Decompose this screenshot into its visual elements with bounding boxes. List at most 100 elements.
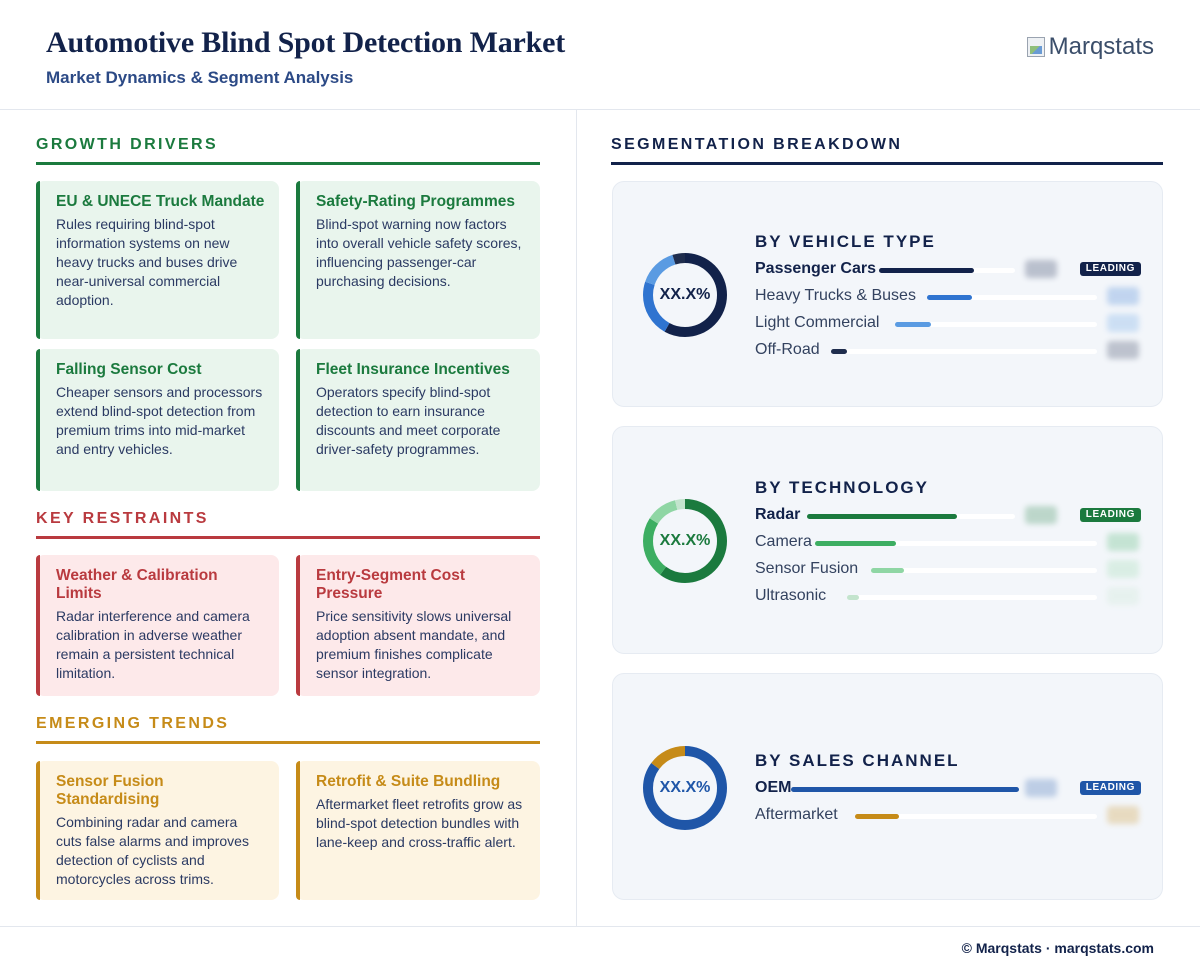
trend-card-title: Retrofit & Suite Bundling: [316, 773, 501, 790]
segment-title: BY SALES CHANNEL: [755, 751, 960, 770]
donut-slice-heavy-trucks-buses: [643, 253, 727, 337]
column-divider: [576, 110, 577, 926]
segment-bar-fill: [895, 322, 931, 327]
segment-value-blurred: [1107, 587, 1139, 605]
driver-card-title: EU & UNECE Truck Mandate: [56, 193, 265, 210]
driver-card-title: Fleet Insurance Incentives: [316, 361, 510, 378]
emerging-trends-heading: EMERGING TRENDS: [36, 715, 230, 732]
restraint-card-title: Entry-Segment Cost Pressure: [316, 567, 465, 602]
restraint-card-title: Weather & Calibration Limits: [56, 567, 218, 602]
segment-row: Off-Road: [755, 340, 1141, 362]
segment-value-blurred: [1107, 314, 1139, 332]
driver-card-text: Rules requiring blind-spot information s…: [56, 216, 238, 308]
logo-text: Marqstats: [1048, 33, 1154, 60]
segment-bar-fill: [847, 595, 859, 600]
segment-name: Aftermarket: [755, 806, 838, 823]
driver-card: Fleet Insurance Incentives Operators spe…: [296, 349, 540, 491]
segment-bar-fill: [831, 349, 847, 354]
segment-bar-fill: [855, 814, 899, 819]
segment-row: OEM LEADING: [755, 778, 1141, 800]
segment-value-blurred: [1025, 779, 1057, 797]
driver-card-text: Blind-spot warning now factors into over…: [316, 216, 522, 289]
segment-row: Passenger Cars LEADING: [755, 259, 1141, 281]
growth-drivers-rule: [36, 162, 540, 165]
segment-row: Ultrasonic: [755, 586, 1141, 608]
driver-card: Falling Sensor Cost Cheaper sensors and …: [36, 349, 279, 491]
segment-value-blurred: [1107, 287, 1139, 305]
header: Automotive Blind Spot Detection Market M…: [0, 0, 1200, 110]
segment-name: Off-Road: [755, 341, 820, 358]
segment-value-blurred: [1025, 506, 1057, 524]
trend-card-text: Aftermarket fleet retrofits grow as blin…: [316, 796, 523, 850]
segment-bar-fill: [879, 268, 974, 273]
segment-value-blurred: [1025, 260, 1057, 278]
driver-card: Safety-Rating Programmes Blind-spot warn…: [296, 181, 540, 339]
driver-card-title: Falling Sensor Cost: [56, 361, 202, 378]
trend-card: Retrofit & Suite Bundling Aftermarket fl…: [296, 761, 540, 900]
leading-badge: LEADING: [1079, 508, 1141, 522]
driver-card-text: Operators specify blind-spot detection t…: [316, 384, 501, 457]
key-restraints-heading: KEY RESTRAINTS: [36, 510, 209, 527]
segment-value-blurred: [1107, 341, 1139, 359]
trend-card: Sensor Fusion Standardising Combining ra…: [36, 761, 279, 900]
footer: © Marqstats · marqstats.com: [0, 926, 1200, 971]
segment-row: Heavy Trucks & Buses: [755, 286, 1141, 308]
donut-chart: XX.X%: [641, 251, 729, 339]
segment-bar-track: [871, 568, 1097, 573]
segment-name: OEM: [755, 779, 792, 796]
segment-bar-fill: [815, 541, 896, 546]
segment-card-by-sales-channel: XX.X% BY SALES CHANNEL OEM LEADING Aftermark…: [612, 673, 1163, 900]
leading-badge: LEADING: [1079, 262, 1141, 276]
segment-row: Camera: [755, 532, 1141, 554]
segment-value-blurred: [1107, 806, 1139, 824]
segment-bar-track: [855, 814, 1097, 819]
segment-row: Sensor Fusion: [755, 559, 1141, 581]
segment-bar-fill: [791, 787, 1019, 792]
segment-bar-fill: [807, 514, 957, 519]
segment-name: Heavy Trucks & Buses: [755, 287, 916, 304]
segment-value-blurred: [1107, 533, 1139, 551]
donut-center-label: XX.X%: [659, 286, 711, 303]
emerging-trends-rule: [36, 741, 540, 744]
logo[interactable]: Marqstats: [1026, 33, 1154, 61]
restraint-card-text: Price sensitivity slows universal adopti…: [316, 608, 512, 681]
driver-card-text: Cheaper sensors and processors extend bl…: [56, 384, 263, 457]
segment-bar-track: [815, 541, 1097, 546]
trend-card-text: Combining radar and camera cuts false al…: [56, 814, 249, 887]
segment-bar-track: [927, 295, 1097, 300]
segment-row: Radar LEADING: [755, 505, 1141, 527]
segment-name: Camera: [755, 533, 812, 550]
donut-slice-off-road: [643, 253, 727, 337]
restraint-card: Weather & Calibration Limits Radar inter…: [36, 555, 279, 696]
trend-card-title: Sensor Fusion Standardising: [56, 773, 164, 808]
segment-bar-track: [807, 514, 1015, 519]
segment-name: Light Commercial: [755, 314, 880, 331]
segment-title: BY VEHICLE TYPE: [755, 232, 936, 251]
page-subtitle: Market Dynamics & Segment Analysis: [46, 68, 354, 87]
segment-bar-track: [879, 268, 1015, 273]
segment-row: Aftermarket: [755, 805, 1141, 827]
donut-slice-camera: [643, 499, 727, 583]
leading-badge: LEADING: [1079, 781, 1141, 795]
segment-value-blurred: [1107, 560, 1139, 578]
segmentation-rule: [611, 162, 1163, 165]
donut-slice-ultrasonic: [643, 499, 727, 583]
growth-drivers-heading: GROWTH DRIVERS: [36, 136, 219, 153]
donut-chart: XX.X%: [641, 497, 729, 585]
segment-card-by-technology: XX.X% BY TECHNOLOGY Radar LEADING Camera Sens…: [612, 426, 1163, 654]
donut-slice-aftermarket: [643, 746, 727, 830]
segment-name: Passenger Cars: [755, 260, 876, 277]
driver-card-title: Safety-Rating Programmes: [316, 193, 515, 210]
segment-name: Radar: [755, 506, 801, 523]
key-restraints-rule: [36, 536, 540, 539]
restraint-card: Entry-Segment Cost Pressure Price sensit…: [296, 555, 540, 696]
segment-bar-track: [847, 595, 1097, 600]
footer-credit: © Marqstats · marqstats.com: [961, 940, 1154, 956]
donut-center-label: XX.X%: [659, 779, 711, 796]
segment-title: BY TECHNOLOGY: [755, 478, 929, 497]
broken-image-icon: [1026, 37, 1045, 57]
driver-card: EU & UNECE Truck Mandate Rules requiring…: [36, 181, 279, 339]
segmentation-heading: SEGMENTATION BREAKDOWN: [611, 136, 903, 153]
segment-name: Sensor Fusion: [755, 560, 859, 577]
segment-bar-track: [831, 349, 1097, 354]
